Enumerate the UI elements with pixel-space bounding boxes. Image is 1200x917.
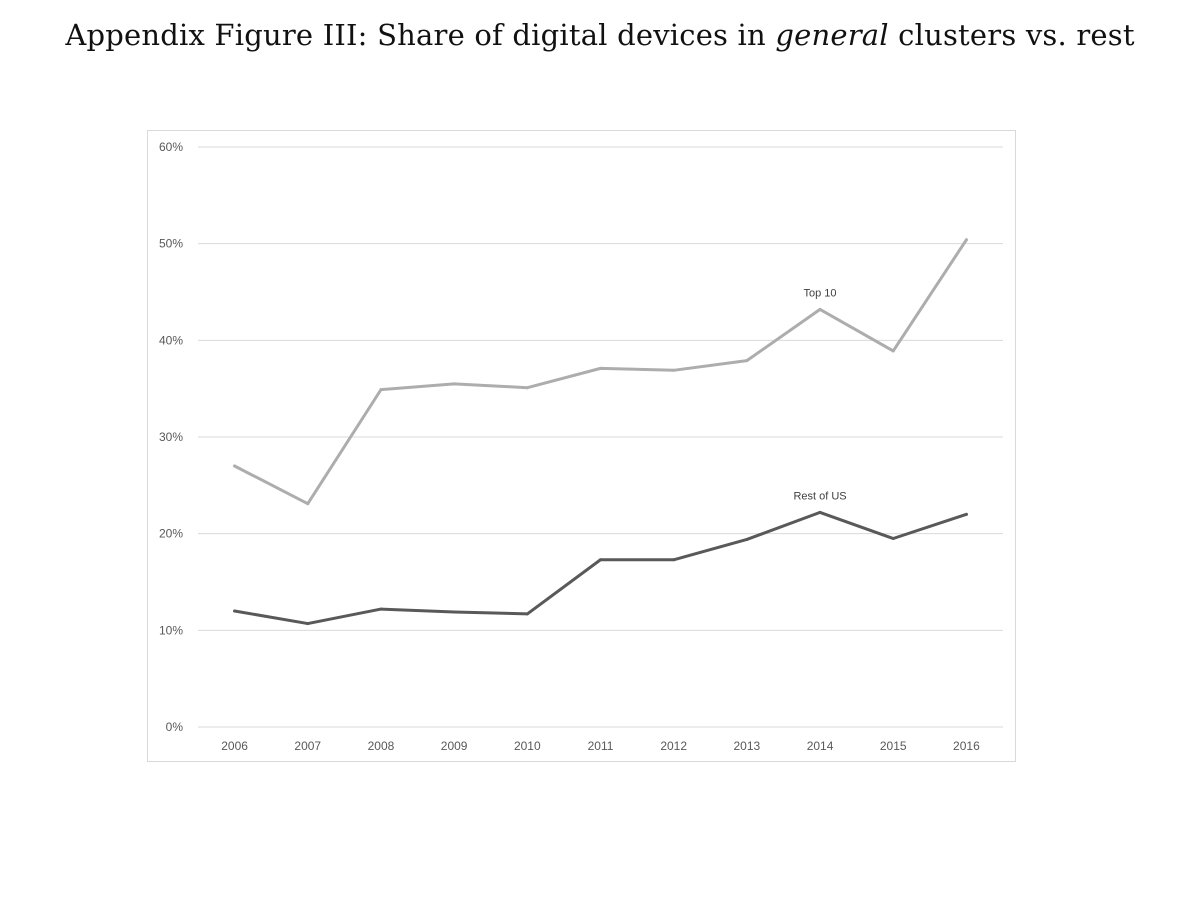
data-point-rest-of-us: [599, 558, 602, 562]
line-chart: 0% 10% 20% 30% 40% 50% 60% 2006 2007 2008 2009 201…: [159, 140, 1003, 753]
y-tick-label: 30%: [159, 430, 183, 444]
data-point-top-10: [964, 238, 968, 242]
data-point-rest-of-us: [672, 558, 676, 562]
y-tick-label: 40%: [159, 333, 183, 347]
chart-area: 0% 10% 20% 30% 40% 50% 60% 2006 2007 2008 2009 201…: [147, 130, 1016, 762]
data-point-rest-of-us: [306, 622, 310, 626]
series-label-top-10: Top 10: [804, 287, 837, 299]
y-tick-label: 0%: [166, 720, 184, 734]
x-tick-label: 2014: [807, 739, 834, 753]
series-line-rest-of-us: [233, 510, 968, 626]
x-axis-ticks: 2006 2007 2008 2009 2010 2011 2012 2013 2014 2015…: [221, 739, 980, 753]
data-point-top-10: [745, 359, 749, 363]
gridlines: [198, 146, 1003, 728]
data-point-top-10: [452, 382, 456, 386]
data-point-top-10: [891, 349, 895, 353]
data-point-top-10: [306, 502, 310, 506]
x-tick-label: 2006: [221, 739, 248, 753]
series-lines: [233, 238, 968, 626]
x-tick-label: 2012: [660, 739, 687, 753]
data-point-rest-of-us: [891, 537, 895, 540]
data-point-rest-of-us: [452, 610, 456, 614]
x-tick-label: 2010: [514, 739, 541, 753]
x-tick-label: 2016: [953, 739, 980, 753]
data-point-rest-of-us: [525, 612, 529, 616]
data-point-top-10: [525, 386, 529, 390]
data-point-rest-of-us: [818, 510, 822, 514]
data-point-top-10: [818, 307, 822, 311]
figure-title: Appendix Figure III: Share of digital de…: [0, 18, 1200, 52]
data-point-top-10: [599, 366, 602, 370]
data-point-rest-of-us: [233, 609, 237, 613]
series-label-rest-of-us: Rest of US: [793, 490, 846, 502]
x-tick-label: 2008: [368, 739, 395, 753]
data-point-top-10: [672, 368, 676, 372]
x-tick-label: 2007: [294, 739, 321, 753]
x-tick-label: 2011: [588, 739, 614, 753]
series-line-top-10: [233, 238, 968, 506]
x-tick-label: 2013: [734, 739, 761, 753]
y-tick-label: 50%: [159, 237, 183, 251]
series-labels: Top 10 Rest of US: [793, 287, 846, 502]
figure-title-suffix: clusters vs. rest: [888, 18, 1135, 52]
data-point-top-10: [233, 464, 237, 468]
x-tick-label: 2009: [441, 739, 468, 753]
x-tick-label: 2015: [880, 739, 907, 753]
figure-title-prefix: Appendix Figure III: Share of digital de…: [65, 18, 776, 52]
data-point-rest-of-us: [964, 512, 968, 516]
y-tick-label: 60%: [159, 140, 183, 154]
data-point-rest-of-us: [745, 537, 749, 541]
y-tick-label: 10%: [159, 623, 183, 637]
y-tick-label: 20%: [159, 527, 183, 541]
y-axis-ticks: 0% 10% 20% 30% 40% 50% 60%: [159, 140, 183, 734]
figure-title-emphasis: general: [775, 18, 889, 52]
data-point-rest-of-us: [379, 607, 383, 611]
data-point-top-10: [379, 388, 383, 392]
